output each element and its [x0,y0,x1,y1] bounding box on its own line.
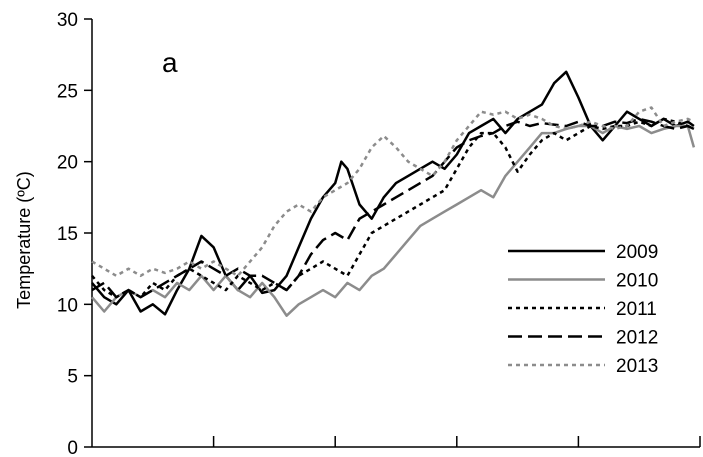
y-tick-label: 10 [57,295,78,316]
y-tick-label: 20 [57,153,78,174]
series-line-2009 [91,70,695,316]
y-tick-label: 0 [67,438,78,457]
legend: 2009 2010 2011 2012 2013 [508,242,658,377]
legend-label-2012: 2012 [616,328,658,349]
y-axis-label: Temperature (ºC) [14,171,34,309]
series-line-2013 [91,106,695,278]
y-tick-label: 25 [57,81,78,102]
series-line-2011 [91,117,695,299]
y-tick-label: 5 [67,367,78,388]
legend-label-2013: 2013 [616,356,658,377]
series-layer [91,70,696,317]
axes: 0 5 10 15 20 25 30 [57,10,701,457]
legend-label-2011: 2011 [616,299,657,320]
y-tick-label: 15 [57,224,78,245]
legend-label-2009: 2009 [616,242,658,263]
y-tick-label: 30 [57,10,78,31]
series-line-2010 [91,124,696,317]
panel-label: a [162,47,178,78]
legend-label-2010: 2010 [616,271,658,292]
series-line-2012 [91,117,695,299]
